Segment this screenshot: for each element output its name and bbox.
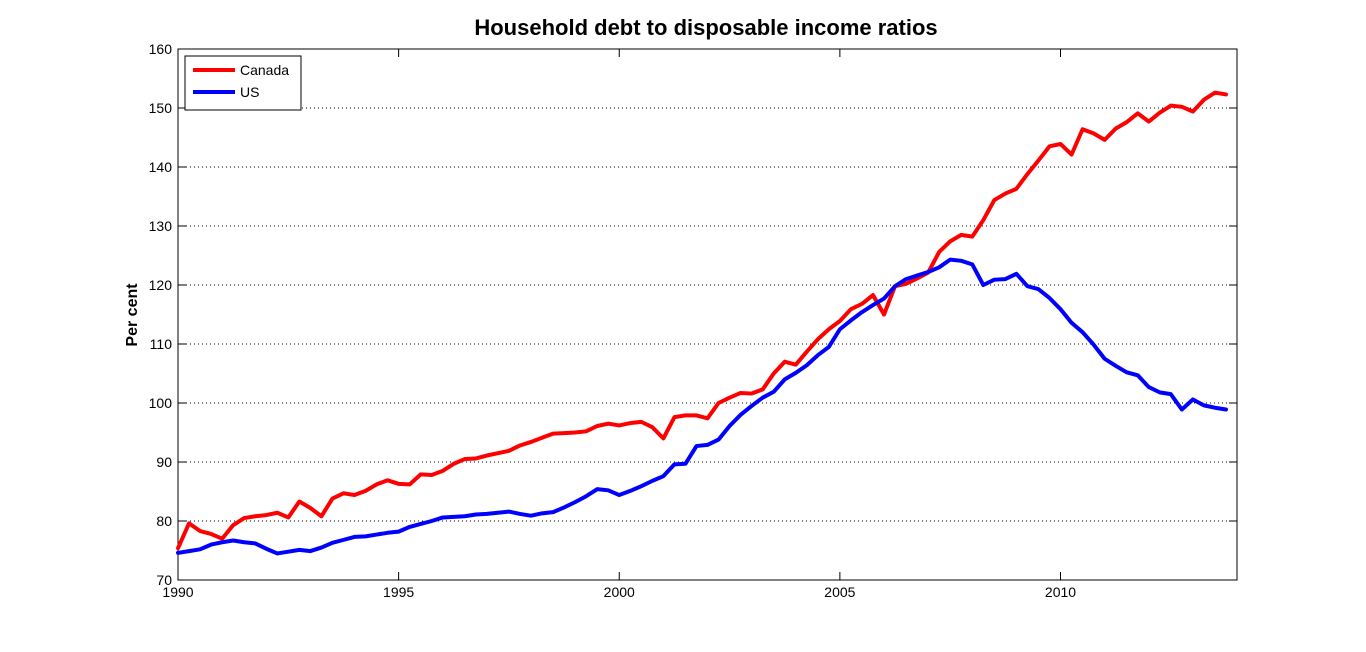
y-tick-label-80: 80 [156, 513, 172, 529]
axis-ticks: 70 80 90 100 110 120 130 140 150 160 1990 1995 2000 2… [149, 41, 1237, 600]
legend-box [184, 55, 302, 111]
legend-label-canada: Canada [240, 62, 289, 78]
y-tick-label-130: 130 [149, 218, 173, 234]
x-tick-label-2000: 2000 [604, 584, 635, 600]
y-tick-label-150: 150 [149, 100, 173, 116]
y-tick-label-110: 110 [150, 336, 173, 352]
series-line-canada [176, 90, 1228, 551]
y-tick-label-90: 90 [156, 454, 172, 470]
y-tick-label-160: 160 [149, 41, 173, 57]
y-tick-label-100: 100 [149, 395, 173, 411]
x-tick-label-1990: 1990 [162, 584, 193, 600]
y-axis-label: Per cent [124, 283, 141, 347]
y-tick-label-70: 70 [156, 572, 172, 588]
gridlines [178, 107, 1237, 522]
y-tick-label-140: 140 [149, 159, 173, 175]
plot-area-frame [177, 48, 1238, 581]
y-tick-label-120: 120 [149, 277, 173, 293]
x-tick-label-2005: 2005 [824, 584, 855, 600]
data-series [176, 90, 1228, 556]
x-tick-label-1995: 1995 [383, 584, 414, 600]
x-tick-label-2010: 2010 [1045, 584, 1076, 600]
legend-label-us: US [240, 84, 259, 100]
series-line-us [176, 257, 1228, 556]
chart-title: Household debt to disposable income rati… [474, 15, 937, 40]
legend: Canada US [184, 55, 302, 111]
